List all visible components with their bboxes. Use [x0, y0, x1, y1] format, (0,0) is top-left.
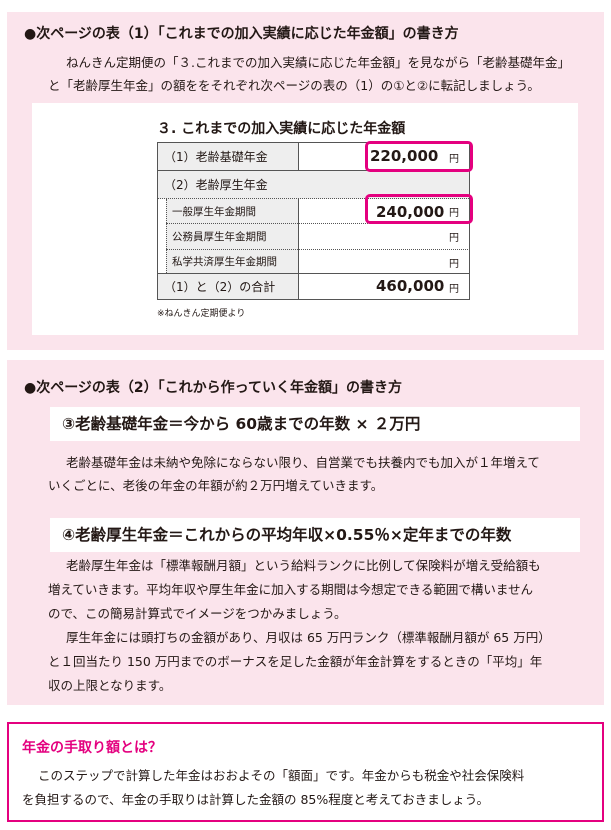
text-line: と「老齢厚生年金」の額ををそれぞれ次ページの表の（1）の①と②に転記しましょう。 [48, 78, 540, 93]
row-label: （1）老齢基礎年金 [158, 143, 298, 171]
heading: ●次ページの表（2）「これから作っていく年金額」の書き方 [24, 380, 402, 396]
unit: 円 [449, 284, 459, 295]
value: 240,000 [376, 203, 445, 221]
text-line: 老齢基礎年金は未納や免除にならない限り、自営業でも扶養内でも加入が１年増えて [66, 455, 540, 470]
unit: 円 [449, 259, 459, 270]
text-line: 老齢厚生年金は「標準報酬月額」という給料ランクに比例して保険料が増え受給額も [66, 558, 541, 573]
note: ※ねんきん定期便より [157, 309, 246, 319]
text-line: このステップで計算した年金はおおよその「額面」です。年金からも税金や社会保険料 [38, 768, 525, 783]
text-line: ねんきん定期便の「３.これまでの加入実績に応じた年金額」を見ながら「老齢基礎年金… [66, 55, 570, 70]
text-line: いくごとに、老後の年金の年額が約２万円増えていきます。 [48, 478, 384, 493]
value: 460,000 [376, 277, 445, 295]
divider [298, 199, 299, 273]
row-label: 一般厚生年金期間 [172, 205, 256, 218]
text-line: 増えていきます。平均年収や厚生年金に加入する期間は今想定できる範囲で構いません [48, 582, 534, 597]
divider [298, 273, 299, 299]
unit: 円 [449, 233, 459, 244]
text-line: を負担するので、年金の手取りは計算した金額の 85%程度と考えておきましょう。 [22, 792, 490, 807]
text-line: 収の上限となります。 [48, 678, 172, 693]
text-line: 厚生年金には頭打ちの金額があり、月収は 65 万円ランク（標準報酬月額が 65 … [66, 630, 551, 645]
formula: ④老齢厚生年金＝これからの平均年収×0.55％×定年までの年数 [50, 518, 580, 552]
row-label: （1）と（2）の合計 [158, 273, 298, 299]
unit: 円 [449, 154, 459, 165]
unit: 円 [449, 208, 459, 219]
formula: ③老齢基礎年金＝今から 60歳までの年数 × ２万円 [50, 407, 580, 441]
highlight [365, 141, 473, 172]
text-line: ので、この簡易計算式でイメージをつかみましょう。 [48, 606, 347, 621]
divider [166, 249, 470, 250]
table-title: ３. これまでの加入実績に応じた年金額 [157, 121, 406, 137]
table-panel [32, 103, 578, 335]
highlight [365, 194, 473, 224]
text-line: と１回当たり 150 万円までのボーナスを足した金額が年金計算をするときの「平均… [48, 654, 543, 669]
heading: ●次ページの表（1）「これまでの加入実績に応じた年金額」の書き方 [24, 26, 459, 42]
cell [158, 273, 469, 299]
row-label: 公務員厚生年金期間 [172, 230, 267, 243]
value: 220,000 [370, 147, 439, 165]
callout-box [7, 722, 604, 822]
divider [166, 223, 470, 224]
row-label: 私学共済厚生年金期間 [172, 255, 277, 268]
sub-bg [166, 199, 298, 273]
callout-title: 年金の手取り額とは？ [22, 740, 162, 756]
